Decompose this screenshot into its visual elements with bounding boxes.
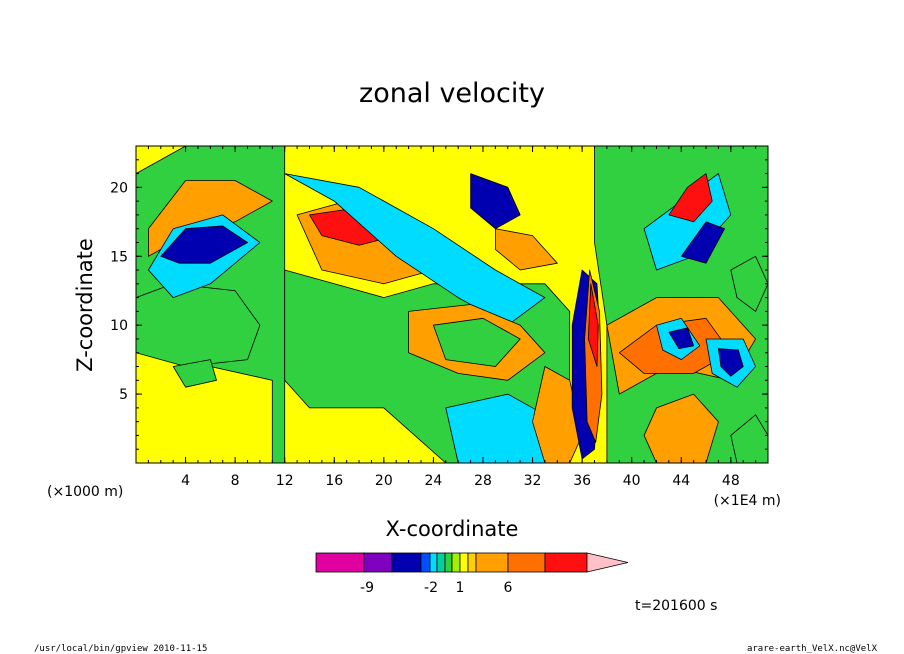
y-tick-label: 10 xyxy=(110,318,128,334)
colorbar-swatch xyxy=(429,552,438,573)
contour-zone-6 xyxy=(284,173,546,326)
colorbar-end-arrow xyxy=(586,552,629,573)
y-axis-label: Z-coordinate xyxy=(73,238,97,372)
contour-zone-5 xyxy=(160,225,248,264)
contour-zone-28 xyxy=(730,255,768,312)
y-axis-ticks: 5 10 15 20 xyxy=(110,159,768,450)
x-tick-label: 20 xyxy=(375,473,393,489)
colorbar-tick-label: 6 xyxy=(504,580,513,596)
x-tick-label: 4 xyxy=(181,473,190,489)
x-unit-note: (×1000 m) xyxy=(47,484,123,500)
colorbar-tick-label: -2 xyxy=(424,580,438,596)
x-tick-label: 44 xyxy=(672,473,690,489)
plot-area xyxy=(135,145,769,464)
colorbar-swatch xyxy=(507,552,546,573)
colorbar-swatch xyxy=(391,552,422,573)
x-tick-label: 24 xyxy=(424,473,442,489)
time-label: t=201600 s xyxy=(635,598,717,614)
contour-zone-26 xyxy=(643,393,719,463)
chart-title: zonal velocity xyxy=(359,78,545,109)
x-tick-label: 8 xyxy=(231,473,240,489)
x-tick-label: 40 xyxy=(623,473,641,489)
x-tick-label: 12 xyxy=(276,473,294,489)
footer-left: /usr/local/bin/gpview 2010-11-15 xyxy=(34,644,207,654)
contour-zone-20 xyxy=(668,173,713,223)
colorbar-swatch xyxy=(451,552,461,573)
contour-zone-21 xyxy=(680,221,725,264)
x-tick-label: 32 xyxy=(524,473,542,489)
colorbar-swatch xyxy=(459,552,469,573)
colorbar-swatch xyxy=(436,552,446,573)
colorbar: -9 -2 1 6 xyxy=(315,552,629,596)
y-tick-label: 20 xyxy=(110,180,128,196)
x-axis-ticks: 4 8 12 16 20 24 28 32 36 40 44 48 xyxy=(147,146,757,489)
contour-zone-23 xyxy=(668,327,694,349)
plot-frame xyxy=(135,145,769,464)
contour-zone-25 xyxy=(718,348,744,377)
colorbar-swatch xyxy=(544,552,588,573)
contour-zone-7 xyxy=(172,359,217,388)
colorbar-tick-label: 1 xyxy=(456,580,465,596)
contour-zone-9 xyxy=(433,317,521,367)
x-tick-label: 16 xyxy=(325,473,343,489)
contour-zone-10 xyxy=(470,173,521,230)
contour-zones xyxy=(136,146,768,463)
colorbar-swatch xyxy=(420,552,431,573)
x-tick-label: 36 xyxy=(573,473,591,489)
contour-zone-13 xyxy=(532,366,583,463)
colorbar-swatch xyxy=(315,552,365,573)
colorbar-swatch xyxy=(444,552,453,573)
footer-right: arare-earth_VelX.nc@VelX xyxy=(747,644,878,654)
x-tick-label: 28 xyxy=(474,473,492,489)
x-axis-label: X-coordinate xyxy=(386,517,519,541)
y-tick-label: 5 xyxy=(119,387,128,403)
y-tick-label: 15 xyxy=(110,249,128,265)
contour-zone-16 xyxy=(587,283,599,367)
x-scale-note: (×1E4 m) xyxy=(714,493,781,509)
colorbar-swatch xyxy=(475,552,509,573)
colorbar-swatch xyxy=(363,552,393,573)
contour-zone-11 xyxy=(495,228,558,271)
contour-zone-15 xyxy=(584,269,603,443)
x-tick-label: 48 xyxy=(722,473,740,489)
colorbar-swatch xyxy=(467,552,477,573)
colorbar-tick-label: -9 xyxy=(360,580,374,596)
contour-zone-27 xyxy=(730,414,768,463)
